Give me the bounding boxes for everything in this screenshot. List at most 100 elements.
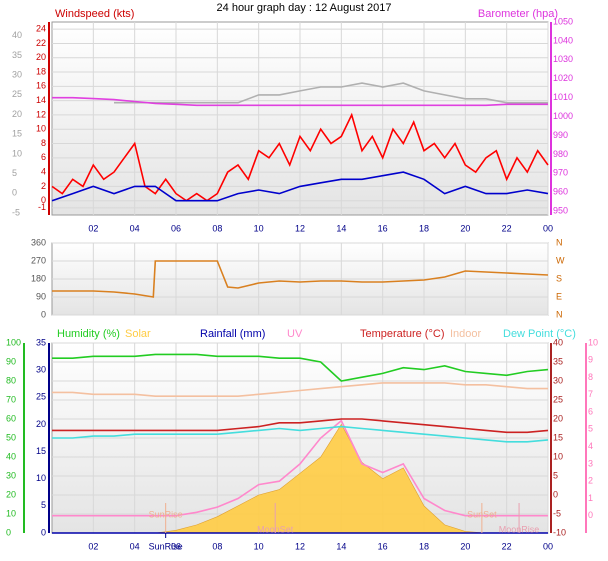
- x-tick-label: 02: [88, 541, 98, 551]
- x-tick-label: 04: [130, 541, 140, 551]
- y-tick-label: 0: [588, 510, 593, 520]
- y-tick-label: 0: [553, 489, 558, 499]
- x-tick-label: 08: [212, 541, 222, 551]
- x-tick-label: 20: [460, 541, 470, 551]
- line: [51, 171, 549, 202]
- y-tick-label: 14: [36, 95, 46, 105]
- y-tick-label: 270: [31, 255, 46, 265]
- y-tick-label: 40: [12, 30, 22, 40]
- x-tick-label: 08: [212, 223, 222, 233]
- x-tick-label: 18: [419, 541, 429, 551]
- legend-label: Humidity (%): [57, 328, 120, 340]
- y-tick-label: 990: [553, 130, 568, 140]
- y-tick-label: -5: [553, 508, 561, 518]
- y-tick-label: 1030: [553, 54, 573, 64]
- y-tick-label: 2: [41, 181, 46, 191]
- legend-label: Dew Point (°C): [503, 328, 576, 340]
- y-tick-label: 60: [6, 413, 16, 423]
- y-tick-label: 10: [553, 451, 563, 461]
- line: [52, 425, 549, 443]
- y-tick-label: 360: [31, 237, 46, 247]
- y-tick-label: 25: [36, 392, 46, 402]
- y-tick-label: 15: [12, 129, 22, 139]
- y-tick-label: 2: [588, 476, 593, 486]
- y-tick-label: 180: [31, 273, 46, 283]
- line: [51, 112, 549, 202]
- y-tick-label: 1010: [553, 92, 573, 102]
- y-tick-label: 16: [36, 81, 46, 91]
- y-tick-label: 20: [12, 109, 22, 119]
- line: [52, 96, 548, 107]
- x-tick-label: 10: [254, 223, 264, 233]
- y-tick-label: 5: [588, 424, 593, 434]
- y-tick-label: 5: [12, 168, 17, 178]
- y-tick-label: 960: [553, 187, 568, 197]
- legend-label: UV: [287, 328, 303, 340]
- y-tick-label: 1000: [553, 111, 573, 121]
- y-tick-label: 8: [588, 372, 593, 382]
- y-tick-label: 9: [588, 355, 593, 365]
- x-tick-label: 06: [171, 541, 181, 551]
- y-tick-label: 950: [553, 206, 568, 216]
- y-tick-label: 25: [553, 394, 563, 404]
- y-tick-label: 30: [553, 375, 563, 385]
- y-tick-label: 20: [6, 489, 16, 499]
- y-tick-label: 5: [553, 470, 558, 480]
- x-tick-label: 12: [295, 223, 305, 233]
- y-tick-label: 7: [588, 389, 593, 399]
- x-tick-label: 04: [130, 223, 140, 233]
- y-tick-label: -5: [12, 207, 20, 217]
- y-tick-label: 25: [12, 89, 22, 99]
- x-tick-label: 14: [336, 541, 346, 551]
- y-tick-label: 70: [6, 394, 16, 404]
- y-tick-label: 20: [36, 419, 46, 429]
- y-tick-label: S: [556, 273, 562, 283]
- y-tick-label: 100: [6, 337, 21, 347]
- y-tick-label: 10: [36, 124, 46, 134]
- y-tick-label: 6: [588, 406, 593, 416]
- y-tick-label: W: [556, 255, 565, 265]
- y-tick-label: 1: [588, 493, 593, 503]
- y-tick-label: -10: [553, 527, 566, 537]
- y-tick-label: 1040: [553, 35, 573, 45]
- y-tick-label: 0: [6, 527, 11, 537]
- y-tick-label: 35: [36, 337, 46, 347]
- y-tick-label: 20: [553, 413, 563, 423]
- line: [52, 418, 549, 434]
- x-tick-label: 14: [336, 223, 346, 233]
- annotation: SunSet: [467, 509, 497, 519]
- legend-label: Solar: [125, 328, 151, 340]
- y-tick-label: 90: [36, 291, 46, 301]
- y-tick-label: 0: [41, 527, 46, 537]
- annotation: SunRise: [149, 509, 183, 519]
- annotation: SunRise: [149, 541, 183, 551]
- x-tick-label: 10: [254, 541, 264, 551]
- y-tick-label: 970: [553, 168, 568, 178]
- y-tick-label: 12: [36, 109, 46, 119]
- y-tick-label: 50: [6, 432, 16, 442]
- x-tick-label: 12: [295, 541, 305, 551]
- y-tick-label: 3: [588, 458, 593, 468]
- y-tick-label: 10: [36, 473, 46, 483]
- y-tick-label: 1050: [553, 16, 573, 26]
- legend-label: Indoor: [450, 328, 482, 340]
- y-tick-label: 24: [36, 24, 46, 34]
- y-tick-label: 4: [588, 441, 593, 451]
- y-tick-label: N: [556, 309, 563, 319]
- axis-title: Windspeed (kts): [55, 8, 134, 20]
- annotation: MoonRise: [499, 524, 540, 534]
- y-tick-label: 8: [41, 138, 46, 148]
- y-tick-label: 20: [36, 52, 46, 62]
- y-tick-label: 35: [553, 356, 563, 366]
- y-tick-label: 10: [588, 337, 598, 347]
- y-tick-label: 30: [6, 470, 16, 480]
- line: [52, 260, 549, 298]
- y-tick-label: 6: [41, 152, 46, 162]
- y-tick-label: E: [556, 291, 562, 301]
- line: [114, 82, 548, 104]
- y-tick-label: -1: [38, 202, 46, 212]
- x-tick-label: 18: [419, 223, 429, 233]
- y-tick-label: 4: [41, 166, 46, 176]
